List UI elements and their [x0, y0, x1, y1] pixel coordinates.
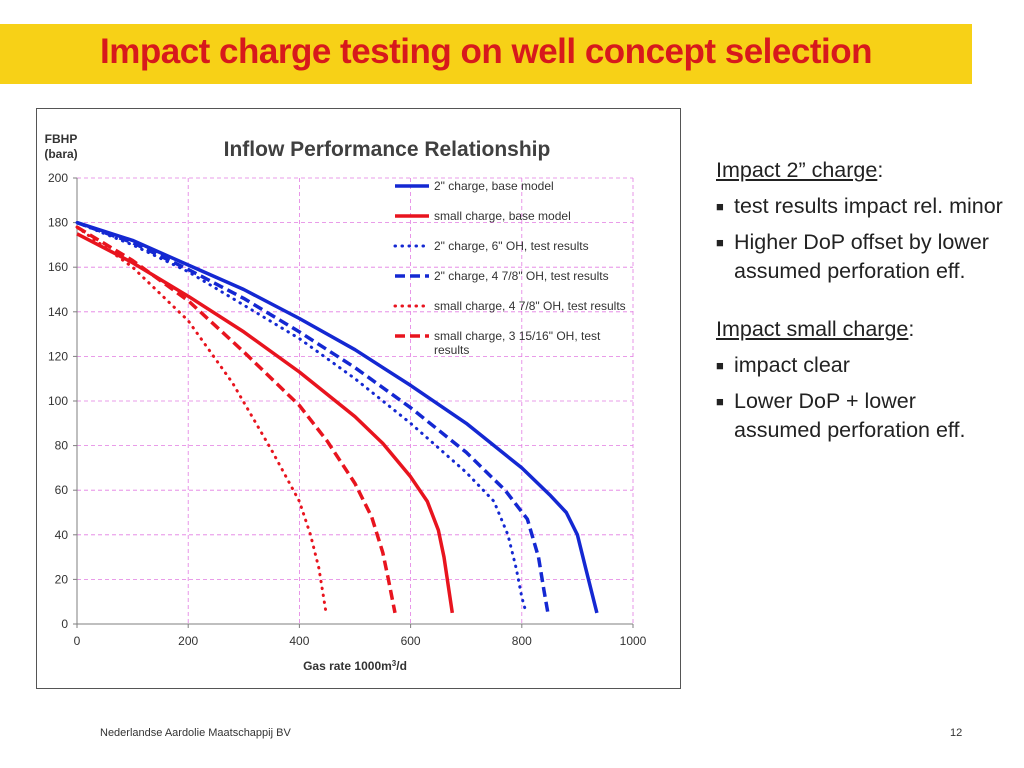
- square-bullet-icon: ■: [716, 394, 724, 409]
- bullet-text: impact clear: [734, 353, 850, 377]
- y-tick-label: 200: [48, 171, 68, 185]
- legend-label: small charge, 3 15/16" OH, test: [434, 329, 601, 343]
- bullet-text: Lower DoP + lower assumed perforation ef…: [734, 389, 966, 442]
- x-tick-label: 200: [178, 634, 198, 648]
- bullet-text: Higher DoP offset by lower assumed perfo…: [734, 230, 989, 283]
- square-bullet-icon: ■: [716, 235, 724, 250]
- y-tick-label: 60: [55, 483, 69, 497]
- bullet-item: ■ test results impact rel. minor: [716, 192, 1006, 221]
- y-tick-label: 160: [48, 260, 68, 274]
- series-line: [75, 225, 328, 615]
- series-line: [75, 221, 528, 615]
- x-tick-label: 400: [289, 634, 309, 648]
- y-axis-label: (bara): [44, 147, 77, 161]
- ipr-chart: 0 20 40 60 80 100 120 140 160 180 200 0 200 400 600 800…: [44, 132, 647, 674]
- x-tick-label: 600: [401, 634, 421, 648]
- legend-label: small charge, 4 7/8" OH, test results: [434, 299, 626, 313]
- y-tick-label: 20: [55, 572, 69, 586]
- section-heading-small: Impact small charge:: [716, 317, 915, 341]
- y-tick-label: 0: [61, 617, 68, 631]
- series-line: [76, 232, 455, 614]
- y-tick-label: 120: [48, 349, 68, 363]
- y-axis-label: FBHP: [45, 132, 78, 146]
- section-heading-2inch: Impact 2” charge:: [716, 158, 884, 182]
- chart-frame: 0 20 40 60 80 100 120 140 160 180 200 0 200 400 600 800…: [36, 108, 681, 689]
- series-line: [76, 225, 397, 614]
- chart-title: Inflow Performance Relationship: [224, 138, 551, 161]
- title-bar: Impact charge testing on well concept se…: [0, 24, 972, 84]
- heading-small: Impact small charge: [716, 317, 909, 341]
- x-axis-label: Gas rate 1000m3/d: [303, 659, 407, 674]
- legend-label: 2" charge, base model: [434, 179, 554, 193]
- square-bullet-icon: ■: [716, 358, 724, 373]
- legend-label: 2" charge, 6" OH, test results: [434, 239, 589, 253]
- page-number: 12: [950, 727, 963, 739]
- bullet-panel: Impact 2” charge: ■ test results impact …: [716, 155, 1006, 445]
- series-line: [76, 220, 550, 614]
- y-tick-label: 80: [55, 439, 69, 453]
- bullet-item: ■ impact clear: [716, 351, 1006, 380]
- series-line: [76, 220, 599, 614]
- legend-label: results: [434, 343, 469, 357]
- y-tick-label: 140: [48, 305, 68, 319]
- slide-title: Impact charge testing on well concept se…: [100, 32, 872, 71]
- square-bullet-icon: ■: [716, 199, 724, 214]
- y-tick-label: 40: [55, 528, 69, 542]
- y-tick-label: 180: [48, 216, 68, 230]
- bullet-item: ■ Lower DoP + lower assumed perforation …: [716, 387, 1006, 445]
- y-tick-label: 100: [48, 394, 68, 408]
- x-tick-label: 1000: [620, 634, 647, 648]
- x-tick-label: 800: [512, 634, 532, 648]
- x-tick-label: 0: [74, 634, 81, 648]
- footer-company: Nederlandse Aardolie Maatschappij BV: [100, 727, 291, 739]
- heading-2inch: Impact 2” charge: [716, 158, 878, 182]
- bullet-text: test results impact rel. minor: [734, 194, 1003, 218]
- legend-label: 2" charge, 4 7/8" OH, test results: [434, 269, 609, 283]
- legend-label: small charge, base model: [434, 209, 571, 223]
- bullet-item: ■ Higher DoP offset by lower assumed per…: [716, 228, 1006, 286]
